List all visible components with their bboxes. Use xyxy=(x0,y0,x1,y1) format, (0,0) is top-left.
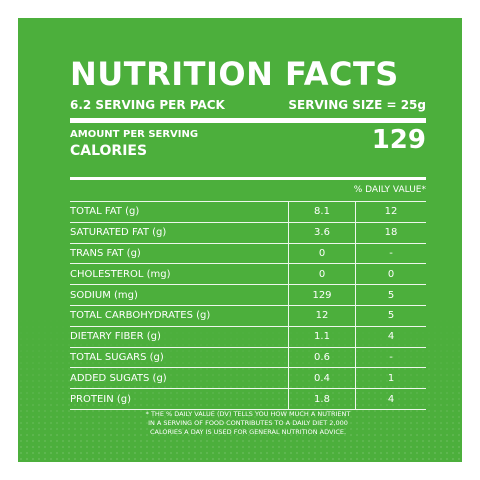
nutrient-name: TRANS FAT (g) xyxy=(70,242,289,264)
calories-label: CALORIES xyxy=(70,143,148,159)
nutrient-row: SATURATED FAT (g) 3.6 18 xyxy=(70,221,426,244)
nutrient-amount: 8.1 xyxy=(288,201,356,223)
nutrient-row: PROTEIN (g) 1.8 4 xyxy=(70,388,426,410)
amount-per-serving: AMOUNT PER SERVING xyxy=(70,129,199,140)
nutrient-daily-value: 4 xyxy=(355,388,426,410)
nutrient-amount: 1.1 xyxy=(288,325,356,348)
nutrient-daily-value: 5 xyxy=(355,284,426,306)
nutrient-row: SODIUM (mg) 129 5 xyxy=(70,284,426,306)
label-title: NUTRITION FACTS xyxy=(70,55,399,93)
nutrient-name: CHOLESTEROL (mg) xyxy=(70,263,289,285)
nutrient-name: DIETARY FIBER (g) xyxy=(70,325,289,348)
nutrient-row: TOTAL CARBOHYDRATES (g) 12 5 xyxy=(70,304,426,327)
nutrient-name: TOTAL SUGARS (g) xyxy=(70,346,289,368)
nutrient-daily-value: 1 xyxy=(355,367,426,389)
nutrient-row: TOTAL SUGARS (g) 0.6- xyxy=(70,346,426,368)
nutrition-panel: NUTRITION FACTS 6.2 SERVING PER PACK SER… xyxy=(18,18,462,462)
nutrient-daily-value: 18 xyxy=(355,221,426,244)
nutrient-amount: 129 xyxy=(288,284,356,306)
thick-divider xyxy=(70,118,426,123)
serving-info: 6.2 SERVING PER PACK SERVING SIZE = 25g xyxy=(70,98,426,112)
nutrient-amount: 3.6 xyxy=(288,221,356,244)
nutrient-daily-value: - xyxy=(355,346,426,368)
nutrient-name: SODIUM (mg) xyxy=(70,284,289,306)
nutrient-daily-value: 0 xyxy=(355,263,426,285)
nutrient-amount: 0.6 xyxy=(288,346,356,368)
nutrient-amount: 1.8 xyxy=(288,388,356,410)
nutrient-daily-value: 5 xyxy=(355,304,426,327)
nutrient-table: TOTAL FAT (g) 8.1 12 SATURATED FAT (g) 3.6 18… xyxy=(70,201,426,410)
nutrient-amount: 0 xyxy=(288,242,356,264)
nutrient-daily-value: - xyxy=(355,242,426,264)
daily-value-header: % DAILY VALUE* xyxy=(353,185,426,195)
nutrient-name: PROTEIN (g) xyxy=(70,388,289,410)
nutrient-row: TOTAL FAT (g) 8.1 12 xyxy=(70,201,426,223)
footnote-line: * THE % DAILY VALUE (DV) TELLS YOU HOW M… xyxy=(145,410,351,418)
nutrient-name: ADDED SUGATS (g) xyxy=(70,367,289,389)
nutrient-daily-value: 12 xyxy=(355,201,426,223)
nutrient-row: DIETARY FIBER (g) 1.1 4 xyxy=(70,325,426,348)
nutrient-amount: 12 xyxy=(288,304,356,327)
nutrient-row: TRANS FAT (g) 0- xyxy=(70,242,426,264)
nutrient-amount: 0.4 xyxy=(288,367,356,389)
nutrient-name: SATURATED FAT (g) xyxy=(70,221,289,244)
nutrient-name: TOTAL FAT (g) xyxy=(70,201,289,223)
footnote-line: CALORIES A DAY IS USED FOR GENERAL NUTRI… xyxy=(149,428,347,436)
footnote: * THE % DAILY VALUE (DV) TELLS YOU HOW M… xyxy=(70,410,426,437)
footnote-line: IN A SERVING OF FOOD CONTRIBUTES TO A DA… xyxy=(148,419,348,427)
serving-size: SERVING SIZE = 25g xyxy=(288,98,426,112)
nutrient-row: CHOLESTEROL (mg) 0 0 xyxy=(70,263,426,285)
medium-divider xyxy=(70,177,426,180)
nutrient-name: TOTAL CARBOHYDRATES (g) xyxy=(70,304,289,327)
nutrient-amount: 0 xyxy=(288,263,356,285)
nutrient-row: ADDED SUGATS (g) 0.4 1 xyxy=(70,367,426,389)
calories-value: 129 xyxy=(371,125,426,155)
nutrient-daily-value: 4 xyxy=(355,325,426,348)
servings-per-pack: 6.2 SERVING PER PACK xyxy=(70,98,225,112)
